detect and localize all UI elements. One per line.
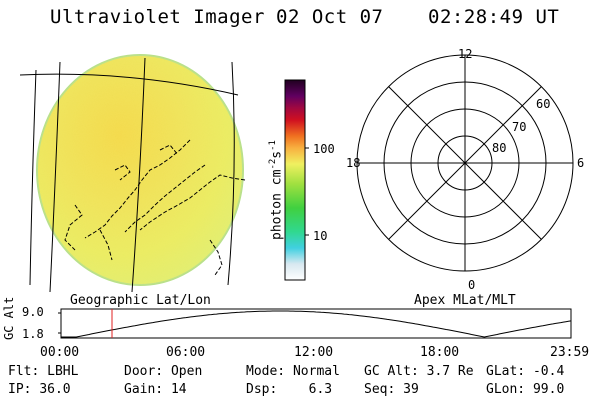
colorbar-tick-10: 10 [313,229,328,243]
mlt-label-0: 0 [468,278,476,292]
status-glon: GLon: 99.0 [486,382,565,397]
altitude-ytick-min: 1.8 [22,327,44,341]
status-dsp: Dsp: 6.3 [246,382,333,397]
xtick-0600: 06:00 [166,345,206,360]
date-label: 02 Oct 07 [276,6,384,28]
geographic-grid [19,57,239,292]
altitude-curve [61,310,572,338]
apex-panel-label: Apex MLat/MLT [414,293,516,308]
xtick-1200: 12:00 [294,345,334,360]
altitude-ylabel: GC Alt [2,296,16,340]
status-mode: Mode: Normal [246,364,340,379]
geographic-panel-label: Geographic Lat/Lon [70,293,211,308]
xtick-0000: 00:00 [40,345,80,360]
mlt-label-12: 12 [458,47,473,61]
xtick-1800: 18:00 [420,345,460,360]
status-gc-alt: GC Alt: 3.7 Re [364,364,474,379]
altitude-plot [58,308,572,339]
time-label: 02:28:49 UT [428,6,560,28]
mlat-label-60: 60 [536,97,551,111]
instrument-title: Ultraviolet Imager [50,6,265,28]
polar-plot [356,54,574,272]
mlt-label-6: 6 [577,156,585,170]
mlt-label-18: 18 [346,156,361,170]
mlat-label-70: 70 [512,120,527,134]
status-gain: Gain: 14 [124,382,187,397]
colorbar-unit-label: photon cm-2s-1 [268,140,285,240]
colorbar [284,79,309,281]
colorbar-tick-100: 100 [313,142,335,156]
coastlines [64,139,246,276]
mlat-label-80: 80 [492,141,507,155]
status-ip: IP: 36.0 [8,382,71,397]
status-seq: Seq: 39 [364,382,419,397]
uv-earth-image [19,54,246,292]
status-flt: Flt: LBHL [8,364,79,379]
status-door: Door: Open [124,364,203,379]
status-glat: GLat: -0.4 [486,364,565,379]
xtick-2359: 23:59 [550,345,590,360]
altitude-ytick-max: 9.0 [22,305,44,319]
